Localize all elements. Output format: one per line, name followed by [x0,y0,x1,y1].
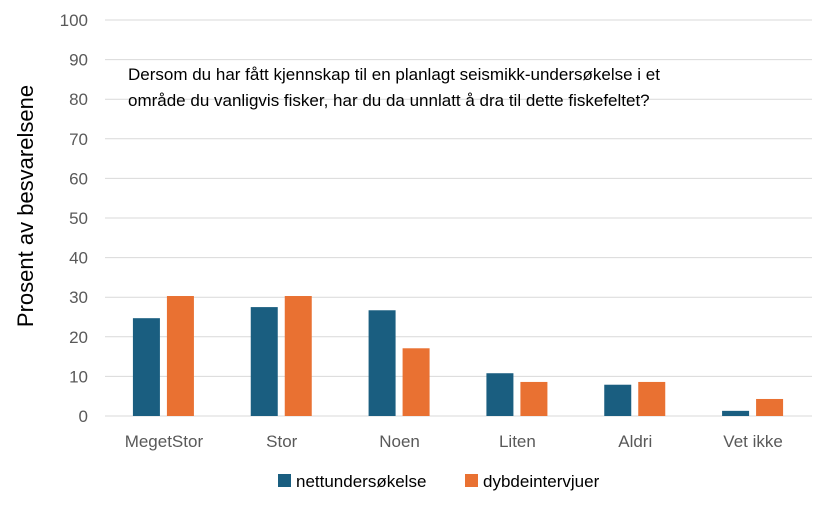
legend-swatch-dybdeintervjuer [465,474,478,487]
y-tick-label: 30 [69,288,88,307]
x-tick-label: Aldri [618,432,652,451]
annotation-line-1: Dersom du har fått kjennskap til en plan… [128,65,660,84]
y-tick-label: 100 [60,11,88,30]
y-tick-label: 10 [69,367,88,386]
y-tick-label: 20 [69,328,88,347]
y-tick-label: 90 [69,51,88,70]
x-tick-label: Noen [379,432,420,451]
bar-dybdeintervjuer [402,348,430,416]
legend-label-nettundersokelse: nettundersøkelse [296,472,426,491]
bar-dybdeintervjuer [166,296,194,416]
annotation-line-2: område du vanligvis fisker, har du da un… [128,91,650,110]
legend: nettundersøkelse dybdeintervjuer [278,472,600,491]
legend-label-dybdeintervjuer: dybdeintervjuer [483,472,600,491]
y-tick-label: 70 [69,130,88,149]
y-tick-label: 40 [69,249,88,268]
bar-dybdeintervjuer [284,296,312,416]
y-axis-label: Prosent av besvarelsene [13,85,38,327]
x-tick-label: Liten [499,432,536,451]
legend-swatch-nettundersokelse [278,474,291,487]
y-tick-label: 50 [69,209,88,228]
y-tick-label: 80 [69,90,88,109]
bar-nettundersokelse [132,318,160,416]
bar-nettundersokelse [604,384,632,416]
y-tick-label: 60 [69,169,88,188]
bar-nettundersokelse [722,410,750,416]
bar-nettundersokelse [250,307,278,416]
x-tick-label: Stor [266,432,298,451]
x-tick-label: MegetStor [125,432,204,451]
bar-dybdeintervjuer [756,398,784,416]
bar-dybdeintervjuer [520,381,548,416]
y-tick-label: 0 [79,407,88,426]
bar-nettundersokelse [368,310,396,416]
x-tick-label: Vet ikke [723,432,783,451]
bar-nettundersokelse [486,373,514,416]
bar-dybdeintervjuer [638,381,666,416]
